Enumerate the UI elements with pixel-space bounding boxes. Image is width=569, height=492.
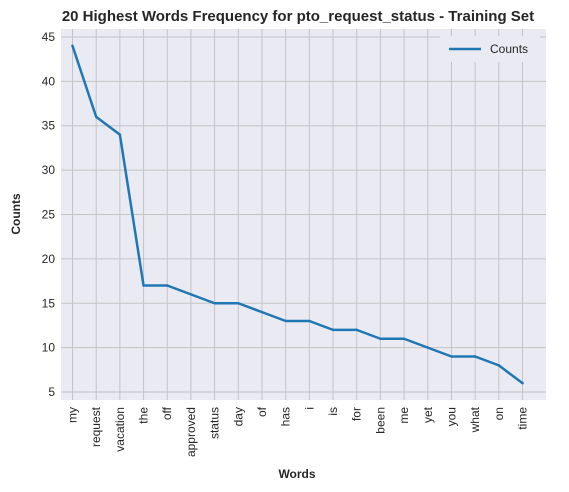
y-tick-label: 10 <box>42 341 56 355</box>
data-point-what <box>473 355 477 358</box>
x-tick-label-what: what <box>468 406 482 433</box>
data-point-approved <box>189 293 193 296</box>
x-tick-label-day: day <box>231 407 245 426</box>
x-tick-label-yet: yet <box>421 406 435 423</box>
y-tick-label: 45 <box>42 30 56 44</box>
y-tick-label: 15 <box>42 296 56 310</box>
data-point-of <box>260 310 264 314</box>
data-point-day <box>237 302 240 305</box>
x-tick-label-the: the <box>137 407 151 424</box>
x-tick-label-been: been <box>373 407 387 434</box>
data-point-has <box>284 319 287 323</box>
y-tick-label: 5 <box>48 385 55 399</box>
x-tick-label-request: request <box>89 406 103 447</box>
legend: Counts <box>440 36 540 62</box>
y-axis-ticks: 5 10 15 20 25 30 35 40 45 <box>42 30 56 399</box>
y-axis-label: Counts <box>9 193 23 235</box>
data-point-me <box>402 337 406 340</box>
x-tick-label-for: for <box>350 407 364 421</box>
data-point-time <box>521 381 524 385</box>
x-tick-label-is: is <box>326 407 340 416</box>
y-tick-label: 35 <box>42 119 56 133</box>
data-point-i <box>308 319 311 323</box>
y-tick-label: 30 <box>42 163 56 177</box>
x-tick-label-vacation: vacation <box>113 407 127 452</box>
data-point-request <box>94 115 98 119</box>
y-tick-label: 25 <box>42 208 56 222</box>
x-tick-label-approved: approved <box>184 407 198 457</box>
x-tick-label-you: you <box>444 407 458 426</box>
x-tick-label-off: off <box>160 406 174 420</box>
series-group <box>71 44 524 385</box>
data-point-my <box>71 44 74 48</box>
y-tick-label: 20 <box>42 252 56 266</box>
x-tick-label-my: my <box>66 407 80 423</box>
data-point-for <box>355 328 358 332</box>
x-tick-label-of: of <box>255 406 269 417</box>
x-tick-label-me: me <box>397 407 411 424</box>
data-point-off <box>166 284 169 287</box>
chart-title: 20 Highest Words Frequency for pto_reque… <box>62 8 534 25</box>
series-line-counts <box>71 44 524 385</box>
data-point-been <box>379 337 382 340</box>
data-point-vacation <box>118 133 122 136</box>
x-tick-label-on: on <box>492 407 506 420</box>
x-axis-ticks: my request vacation the off approved status day… <box>66 406 530 457</box>
x-tick-label-has: has <box>279 407 293 426</box>
x-axis-label: Words <box>278 467 315 481</box>
y-tick-label: 40 <box>42 74 56 88</box>
data-point-you <box>450 355 453 358</box>
data-point-status <box>213 302 216 305</box>
data-point-yet <box>426 346 429 349</box>
grid-lines <box>61 29 546 400</box>
x-tick-label-i: i <box>302 407 316 410</box>
legend-label-counts: Counts <box>490 42 528 56</box>
data-point-is <box>331 328 335 332</box>
x-tick-label-status: status <box>208 407 222 439</box>
x-tick-label-time: time <box>516 407 530 430</box>
data-point-the <box>142 284 145 287</box>
data-point-on <box>497 364 501 367</box>
